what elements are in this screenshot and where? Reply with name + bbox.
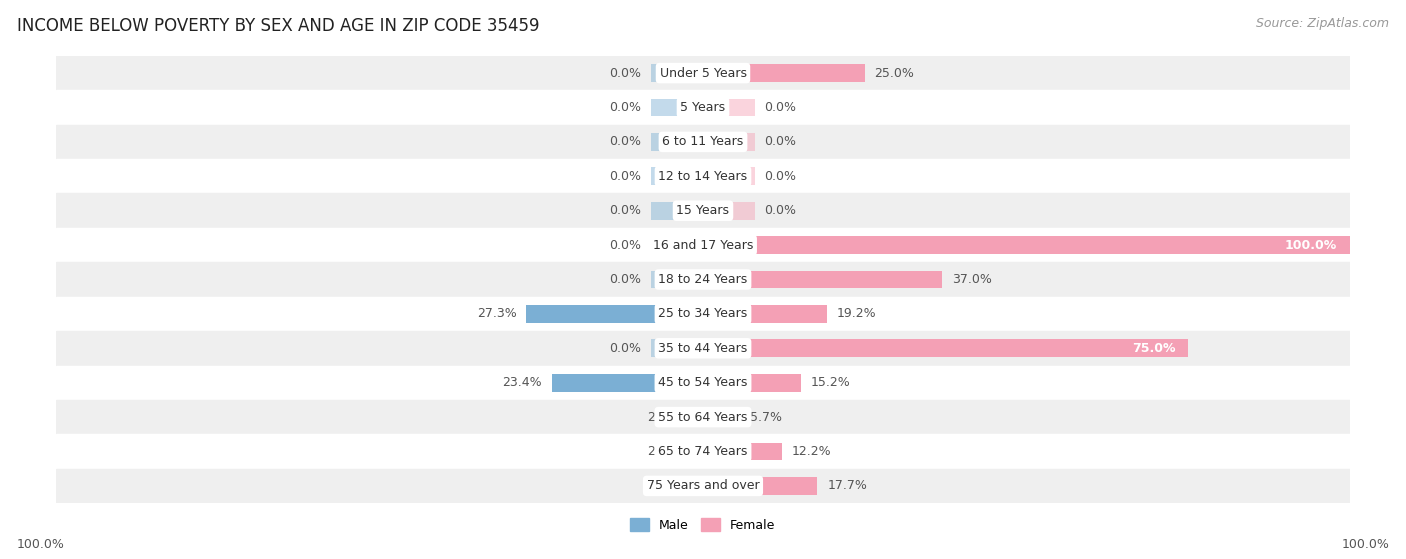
Text: 100.0%: 100.0% <box>1285 239 1337 252</box>
Bar <box>56 193 1350 228</box>
Bar <box>526 305 703 323</box>
Text: 23.4%: 23.4% <box>502 376 541 389</box>
Bar <box>56 434 1350 468</box>
Text: 0.0%: 0.0% <box>765 170 796 183</box>
Text: 2.3%: 2.3% <box>647 411 679 424</box>
Bar <box>56 297 1350 331</box>
Text: 15.2%: 15.2% <box>811 376 851 389</box>
Bar <box>56 366 1350 400</box>
Text: Source: ZipAtlas.com: Source: ZipAtlas.com <box>1256 17 1389 30</box>
Text: 12.2%: 12.2% <box>792 445 831 458</box>
Bar <box>688 408 703 426</box>
Bar <box>688 443 703 461</box>
Text: 0.0%: 0.0% <box>610 204 641 217</box>
Bar <box>651 64 703 82</box>
Text: 16 and 17 Years: 16 and 17 Years <box>652 239 754 252</box>
Text: 37.0%: 37.0% <box>952 273 991 286</box>
Bar <box>56 400 1350 434</box>
Bar <box>56 228 1350 262</box>
Text: 2.6%: 2.6% <box>645 480 676 492</box>
Text: 25.0%: 25.0% <box>875 67 914 79</box>
Bar <box>56 56 1350 91</box>
Bar <box>56 91 1350 125</box>
Text: 0.0%: 0.0% <box>610 170 641 183</box>
Text: 2.3%: 2.3% <box>647 445 679 458</box>
Bar <box>651 271 703 288</box>
Bar <box>703 236 1350 254</box>
Bar <box>703 305 827 323</box>
Bar <box>56 159 1350 193</box>
Text: 5 Years: 5 Years <box>681 101 725 114</box>
Text: 45 to 54 Years: 45 to 54 Years <box>658 376 748 389</box>
Text: 17.7%: 17.7% <box>827 480 868 492</box>
Text: 27.3%: 27.3% <box>477 307 517 320</box>
Text: Under 5 Years: Under 5 Years <box>659 67 747 79</box>
Bar <box>703 408 740 426</box>
Text: 100.0%: 100.0% <box>17 538 65 551</box>
Text: 65 to 74 Years: 65 to 74 Years <box>658 445 748 458</box>
Bar <box>703 339 1188 357</box>
Bar <box>703 443 782 461</box>
Text: 25 to 34 Years: 25 to 34 Years <box>658 307 748 320</box>
Text: 18 to 24 Years: 18 to 24 Years <box>658 273 748 286</box>
Text: 35 to 44 Years: 35 to 44 Years <box>658 342 748 355</box>
Text: 0.0%: 0.0% <box>765 135 796 148</box>
Bar <box>703 202 755 220</box>
Bar <box>56 331 1350 366</box>
Bar <box>56 468 1350 503</box>
Text: 0.0%: 0.0% <box>610 101 641 114</box>
Bar <box>651 98 703 116</box>
Text: 0.0%: 0.0% <box>610 342 641 355</box>
Text: 0.0%: 0.0% <box>765 101 796 114</box>
Bar <box>56 125 1350 159</box>
Bar <box>651 167 703 185</box>
Bar <box>651 339 703 357</box>
Text: 0.0%: 0.0% <box>610 67 641 79</box>
Text: 0.0%: 0.0% <box>610 239 641 252</box>
Bar <box>651 236 703 254</box>
Legend: Male, Female: Male, Female <box>626 514 780 537</box>
Bar <box>551 374 703 392</box>
Text: 55 to 64 Years: 55 to 64 Years <box>658 411 748 424</box>
Bar <box>703 98 755 116</box>
Bar <box>703 133 755 151</box>
Bar <box>651 202 703 220</box>
Text: 0.0%: 0.0% <box>610 135 641 148</box>
Text: 6 to 11 Years: 6 to 11 Years <box>662 135 744 148</box>
Bar <box>703 271 942 288</box>
Text: 100.0%: 100.0% <box>1341 538 1389 551</box>
Text: 12 to 14 Years: 12 to 14 Years <box>658 170 748 183</box>
Text: INCOME BELOW POVERTY BY SEX AND AGE IN ZIP CODE 35459: INCOME BELOW POVERTY BY SEX AND AGE IN Z… <box>17 17 540 35</box>
Bar <box>703 477 817 495</box>
Text: 5.7%: 5.7% <box>749 411 782 424</box>
Bar <box>703 64 865 82</box>
Text: 19.2%: 19.2% <box>837 307 876 320</box>
Bar <box>651 133 703 151</box>
Bar <box>703 167 755 185</box>
Text: 15 Years: 15 Years <box>676 204 730 217</box>
Text: 75 Years and over: 75 Years and over <box>647 480 759 492</box>
Bar <box>703 374 801 392</box>
Bar <box>686 477 703 495</box>
Text: 0.0%: 0.0% <box>765 204 796 217</box>
Text: 0.0%: 0.0% <box>610 273 641 286</box>
Text: 75.0%: 75.0% <box>1132 342 1175 355</box>
Bar <box>56 262 1350 297</box>
